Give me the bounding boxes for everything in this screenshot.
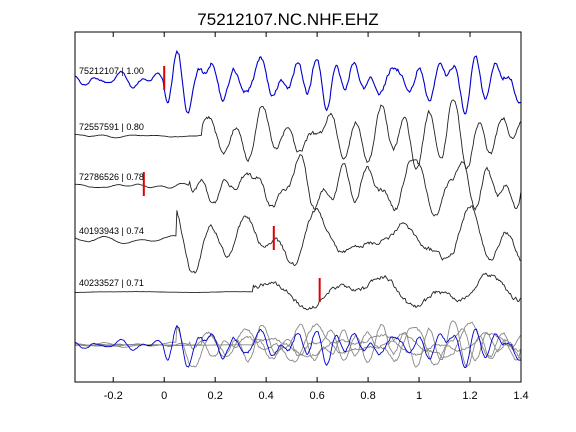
x-tick-label: 0.4 — [258, 390, 273, 402]
x-tick-label: -0.2 — [104, 390, 123, 402]
trace-label-1: 75212107 | 1.00 — [79, 66, 144, 76]
trace-line-2 — [75, 99, 522, 170]
trace-label-2: 72557591 | 0.80 — [79, 122, 144, 132]
x-tick-label: 1.2 — [462, 390, 477, 402]
trace-label-3: 72786526 | 0.78 — [79, 172, 144, 182]
x-tick-label: 0.6 — [309, 390, 324, 402]
x-tick-label: 1.4 — [513, 390, 528, 402]
x-tick-label: 0 — [161, 390, 167, 402]
overlay-trace-2 — [75, 320, 522, 368]
trace-line-3 — [75, 153, 522, 217]
trace-line-4 — [74, 205, 522, 274]
chart-title: 75212107.NC.NHF.EHZ — [197, 10, 378, 29]
x-tick-label: 1 — [416, 390, 422, 402]
trace-line-1 — [74, 49, 522, 115]
x-tick-label: 0.2 — [208, 390, 223, 402]
trace-line-5 — [74, 272, 522, 311]
overlay-trace-1 — [74, 324, 522, 368]
x-tick-label: 0.8 — [360, 390, 375, 402]
overlay-trace-3 — [75, 323, 522, 366]
trace-label-5: 40233527 | 0.71 — [79, 278, 144, 288]
trace-label-4: 40193943 | 0.74 — [79, 226, 144, 236]
plot-frame — [74, 31, 522, 383]
